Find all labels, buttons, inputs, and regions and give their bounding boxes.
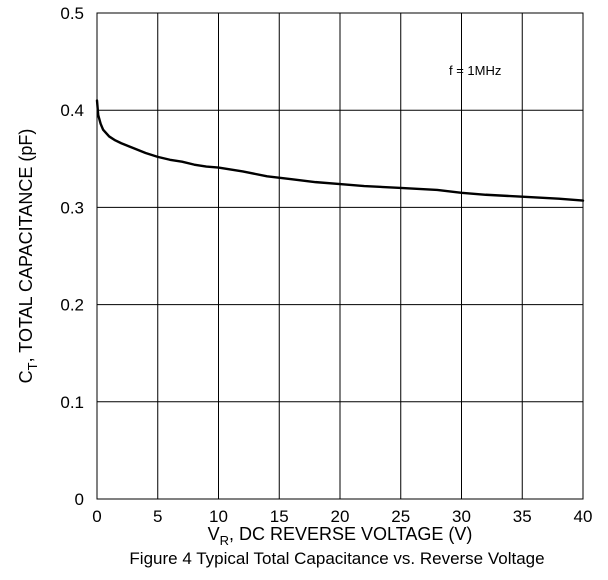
x-tick-label: 40 — [574, 507, 593, 526]
y-axis-label-main: C — [16, 370, 36, 383]
x-tick-label: 35 — [513, 507, 532, 526]
series-group — [95, 99, 585, 202]
x-tick-label: 30 — [452, 507, 471, 526]
y-tick-label: 0.5 — [60, 4, 84, 23]
x-tick-label: 15 — [270, 507, 289, 526]
y-tick-label: 0.1 — [60, 393, 84, 412]
x-tick-labels: 0 5 10 15 20 25 30 35 40 — [92, 507, 592, 526]
grid — [96, 12, 584, 500]
x-axis-label: VR, DC REVERSE VOLTAGE (V) — [208, 524, 473, 548]
y-axis-label-rest: , TOTAL CAPACITANCE (pF) — [16, 129, 36, 363]
x-tick-label: 0 — [92, 507, 101, 526]
y-axis-label-sub: T — [25, 362, 40, 370]
plot-frame — [96, 12, 584, 500]
series-line-0 — [95, 99, 585, 202]
y-tick-label: 0.2 — [60, 296, 84, 315]
x-axis-label-sub: R — [220, 533, 229, 548]
x-axis-label-rest: , DC REVERSE VOLTAGE (V) — [229, 524, 472, 544]
x-tick-label: 10 — [209, 507, 228, 526]
y-tick-labels: 0 0.1 0.2 0.3 0.4 0.5 — [60, 4, 84, 509]
y-axis-label: CT, TOTAL CAPACITANCE (pF) — [16, 129, 40, 384]
x-tick-label: 5 — [153, 507, 162, 526]
x-tick-label: 20 — [331, 507, 350, 526]
y-tick-label: 0.4 — [60, 101, 84, 120]
figure-caption: Figure 4 Typical Total Capacitance vs. R… — [129, 549, 544, 568]
y-tick-label: 0.3 — [60, 198, 84, 217]
x-tick-label: 25 — [391, 507, 410, 526]
frequency-annotation: f = 1MHz — [449, 63, 501, 78]
y-tick-label: 0 — [75, 490, 84, 509]
x-axis-label-main: V — [208, 524, 220, 544]
